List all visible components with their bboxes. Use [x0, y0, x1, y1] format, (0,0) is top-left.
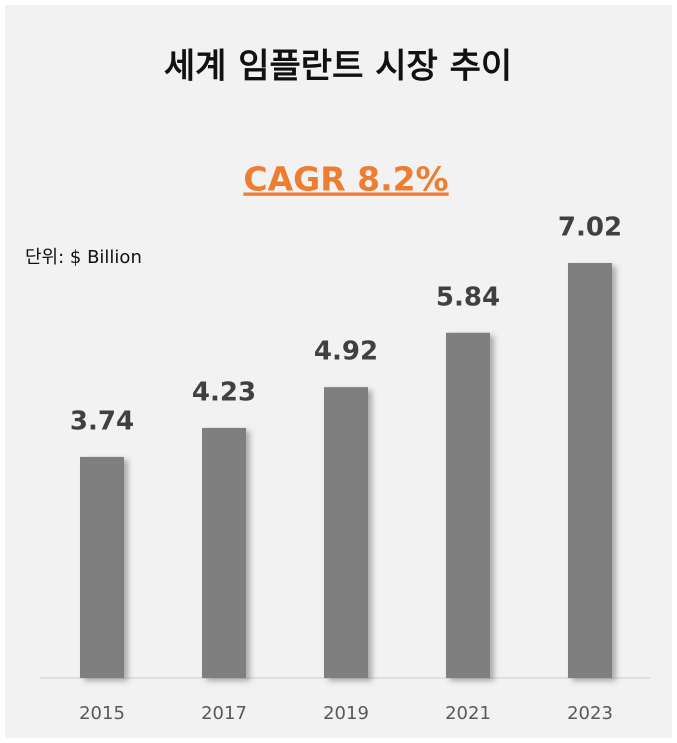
x-tick-label: 2019 [323, 703, 369, 724]
x-tick-label: 2015 [79, 703, 125, 724]
data-label: 4.23 [192, 377, 256, 407]
chart-title: 세계 임플란트 시장 추이 [164, 47, 512, 87]
data-label: 4.92 [314, 337, 378, 367]
unit-label: 단위: $ Billion [25, 247, 142, 268]
data-label: 7.02 [558, 213, 622, 243]
x-tick-label: 2021 [445, 703, 491, 724]
bar [202, 427, 246, 678]
bar [446, 332, 490, 678]
data-label: 3.74 [70, 406, 134, 436]
chart-subtitle: CAGR 8.2% [243, 160, 448, 199]
bar [324, 387, 368, 678]
data-label: 5.84 [436, 282, 500, 312]
bar [80, 456, 124, 678]
x-tick-label: 2023 [567, 703, 613, 724]
x-tick-label: 2017 [201, 703, 247, 724]
bar [568, 263, 612, 678]
